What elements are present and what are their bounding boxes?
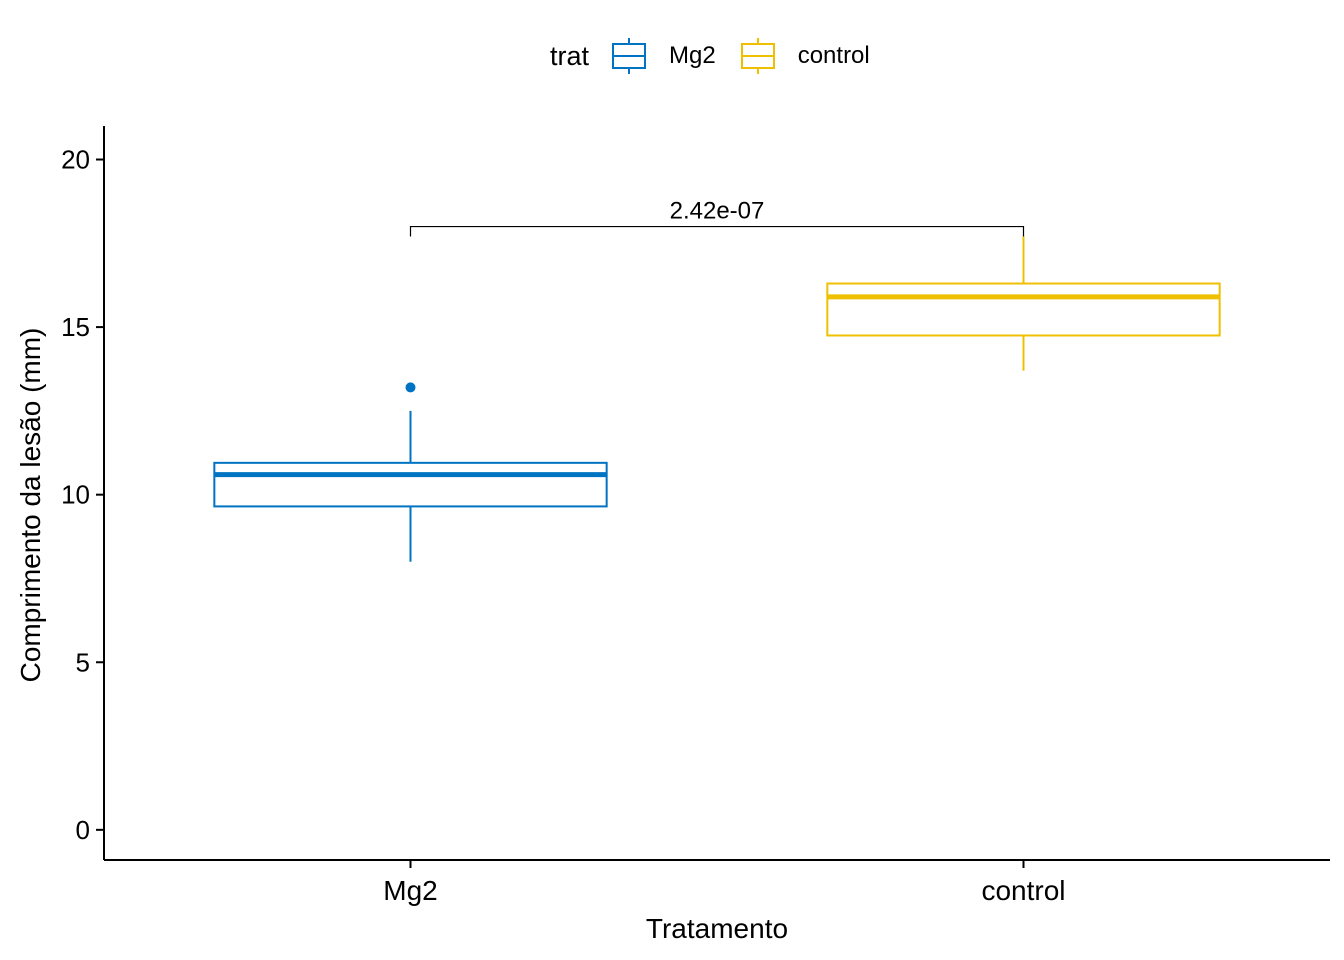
legend-label-mg2: Mg2 — [669, 42, 716, 69]
box-control — [826, 236, 1221, 371]
y-tick-label: 5 — [76, 647, 90, 677]
box-mg2 — [213, 382, 608, 562]
y-axis-title: Comprimento da lesão (mm) — [15, 328, 46, 683]
x-tick-label: control — [981, 875, 1065, 906]
y-axis-ticks: 0 5 10 15 20 — [61, 145, 104, 845]
legend: trat Mg2 control — [550, 36, 892, 76]
legend-item-control: control — [738, 36, 870, 76]
y-tick-label: 10 — [61, 480, 90, 510]
outlier-point — [405, 382, 416, 393]
y-tick-label: 15 — [61, 312, 90, 342]
p-value-label: 2.42e-07 — [670, 198, 765, 225]
significance-bracket: 2.42e-07 — [409, 198, 1025, 237]
box-series — [213, 236, 1221, 562]
legend-title: trat — [550, 40, 590, 71]
box-body — [826, 282, 1221, 337]
box-body — [213, 461, 608, 508]
x-axis-ticks: Mg2 control — [383, 860, 1066, 906]
x-axis-title: Tratamento — [646, 913, 788, 944]
bracket-line — [409, 225, 1025, 237]
legend-label-control: control — [797, 42, 870, 69]
y-tick-label: 0 — [76, 815, 90, 845]
x-tick-label: Mg2 — [383, 875, 437, 906]
legend-item-mg2: Mg2 — [609, 36, 716, 76]
legend-key-mg2 — [612, 38, 647, 74]
legend-key-control — [740, 38, 775, 74]
y-tick-label: 20 — [61, 145, 90, 175]
